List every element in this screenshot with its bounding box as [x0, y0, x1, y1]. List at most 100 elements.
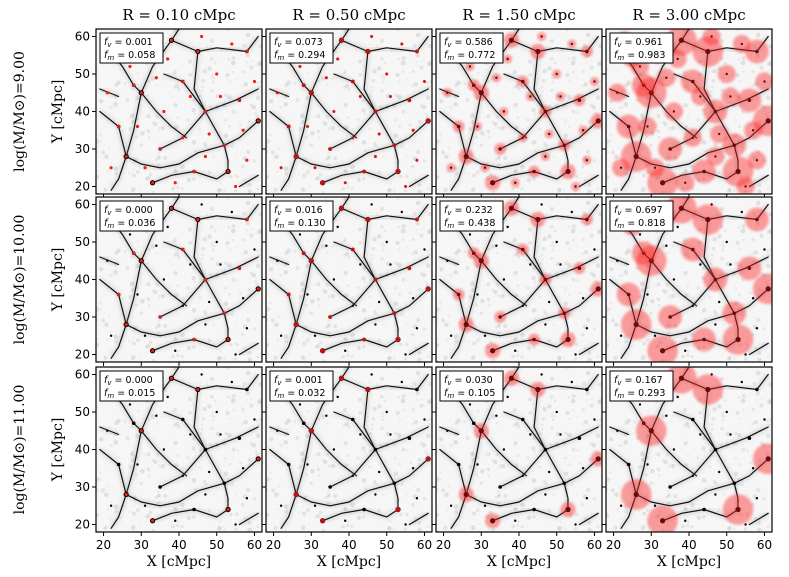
ionized-region [245, 217, 249, 222]
ionized-region [365, 49, 371, 54]
annotation-box [269, 32, 334, 64]
ionized-region [552, 69, 562, 79]
mass-fraction: fm = 0.294 [274, 50, 325, 62]
ionized-region [293, 492, 299, 497]
ionized-region [422, 79, 427, 84]
mass-fraction: fm = 0.983 [614, 50, 665, 62]
volume-fraction: fv = 0.030 [444, 375, 493, 387]
mass-fraction: fm = 0.058 [104, 50, 155, 62]
filaments [98, 367, 261, 530]
ionized-region [503, 54, 513, 64]
ionized-region [491, 73, 501, 83]
x-tick-label: 50 [209, 538, 224, 552]
ionized-region [139, 259, 143, 263]
volume-fraction: fv = 0.001 [104, 37, 153, 49]
volume-fraction: fv = 0.232 [444, 205, 493, 217]
ionized-region [638, 117, 657, 136]
ionized-region [631, 241, 656, 266]
volume-fraction: fv = 0.016 [274, 205, 323, 217]
ionized-region [510, 178, 520, 188]
ionized-region [465, 62, 475, 71]
ionized-region [365, 217, 371, 222]
ionized-region [320, 348, 326, 354]
ionized-region [158, 147, 162, 151]
ionized-region [744, 121, 763, 140]
ionized-region [109, 166, 113, 170]
ionized-region [169, 206, 174, 210]
ionized-region [530, 43, 546, 60]
ionized-region [196, 387, 200, 392]
mass-fraction: fm = 0.772 [444, 50, 495, 62]
ionized-region [256, 287, 260, 291]
ionized-region [373, 277, 378, 282]
ionized-region [473, 423, 489, 439]
ionized-region [722, 301, 747, 326]
x-tick-label: 20 [266, 538, 281, 552]
y-axis-label: Y [cMpc] [50, 418, 66, 483]
ionized-region [747, 151, 767, 170]
y-tick-label: 50 [75, 405, 90, 419]
x-tick-label: 40 [681, 538, 696, 552]
ionized-region [395, 169, 401, 174]
ionized-region [139, 91, 143, 95]
ionized-region [717, 64, 736, 84]
volume-fraction: fv = 0.697 [614, 205, 663, 217]
ionized-region [414, 217, 419, 222]
ionized-region [158, 315, 162, 319]
ionized-region [388, 94, 393, 99]
ionized-region [658, 305, 683, 329]
ionized-region [578, 125, 588, 135]
y-tick-label: 50 [75, 235, 90, 249]
ionized-region [589, 77, 599, 86]
ionized-region [362, 169, 367, 174]
mass-fraction: fm = 0.105 [444, 388, 495, 400]
ionized-region [286, 292, 291, 297]
y-tick-label: 60 [75, 368, 90, 382]
ionized-region [150, 349, 155, 353]
ionized-region [530, 381, 546, 398]
ionized-region [582, 155, 592, 165]
ionized-region [425, 456, 431, 462]
ionized-region [324, 76, 328, 80]
ionized-region [571, 182, 581, 191]
ionized-region [752, 273, 772, 305]
y-tick-label: 20 [75, 180, 90, 194]
ionized-region [683, 128, 702, 147]
annotation-box [269, 200, 334, 232]
ionized-region [226, 507, 230, 512]
ionized-region [666, 367, 697, 394]
ionized-region [484, 175, 501, 191]
ionized-region [736, 177, 755, 194]
ionized-region [560, 331, 576, 348]
ionized-region [105, 91, 109, 95]
x-tick-label: 40 [171, 538, 186, 552]
ionized-region [226, 169, 230, 174]
ionized-region [556, 92, 565, 101]
ionized-region [407, 98, 412, 103]
ionized-region [692, 204, 724, 235]
ionized-region [328, 315, 333, 319]
volume-fraction: fv = 0.000 [104, 375, 153, 387]
ionized-region [425, 286, 431, 292]
ionized-region [328, 147, 333, 151]
ionized-region [540, 152, 550, 161]
ionized-region [181, 247, 185, 252]
ionized-region [154, 76, 158, 80]
ionized-region [590, 451, 602, 467]
ionized-region [124, 154, 128, 159]
ionized-region [458, 486, 474, 503]
ionized-region [233, 184, 238, 189]
ionized-region [313, 166, 317, 170]
mass-fraction: fm = 0.032 [274, 388, 325, 400]
ionized-region [721, 87, 740, 106]
